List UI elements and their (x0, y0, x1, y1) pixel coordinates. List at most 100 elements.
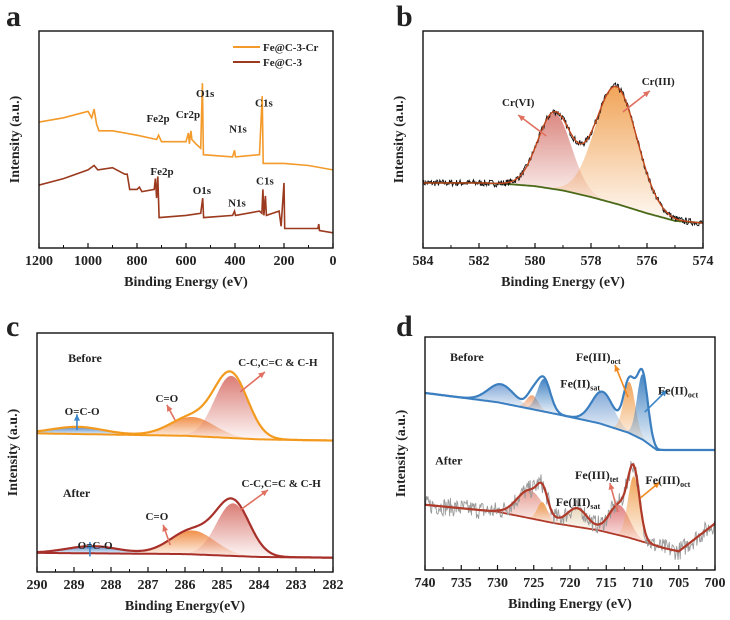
annotation-label: C-C,C=C & C-H (242, 478, 322, 490)
annotation-label: C=O (155, 393, 178, 405)
annotation-text: Fe(III) (645, 473, 680, 487)
annotation-subscript: oct (611, 357, 622, 366)
annotation-text: Cr(VI) (502, 97, 535, 109)
raw-data-line (423, 81, 703, 227)
arrow-head-icon (162, 524, 169, 532)
annotation-label: C=O (145, 511, 168, 523)
annotation-text: O=C-O (65, 406, 100, 418)
annotation-label: Fe2p (146, 113, 169, 125)
arrow-head-icon (642, 90, 650, 98)
annotation-text: C1s (256, 176, 274, 188)
x-tick-label: 705 (668, 576, 689, 591)
annotation-label: C1s (255, 98, 273, 110)
envelope-line (37, 370, 333, 442)
component-peak (613, 476, 655, 546)
arrow-head-icon (608, 483, 615, 490)
series-line-Fe@C-3 (39, 164, 333, 234)
annotation-label: O1s (196, 88, 215, 100)
curve-label: Before (450, 350, 484, 364)
annotation-text: Cr(III) (642, 76, 675, 88)
annotation-text: Fe2p (146, 113, 169, 125)
raw-data-line (425, 460, 715, 560)
envelope-line (425, 367, 715, 452)
arrow-head-icon (518, 114, 526, 122)
annotation-text: Fe(III) (556, 495, 591, 509)
arrow-head-icon (660, 389, 668, 397)
x-axis-label: Binding Energy (eV) (124, 275, 248, 290)
plot-area (423, 81, 703, 227)
annotation-label: Fe(III)oct (645, 473, 690, 489)
panel-letter: d (396, 310, 413, 343)
annotation-label: O1s (193, 185, 212, 197)
annotation-text: Fe(III) (575, 468, 610, 482)
annotation-text: Cr2p (176, 109, 200, 121)
x-tick-label: 282 (323, 578, 344, 593)
annotation-label: Fe(III)tet (575, 468, 619, 484)
annotation-text: O1s (196, 88, 215, 100)
y-axis-label: Intensity (a.u.) (8, 95, 23, 183)
component-peak (623, 374, 662, 450)
annotation-label: O=C-O (65, 406, 100, 418)
arrow-head-icon (260, 490, 268, 497)
panel-letter: c (6, 310, 19, 343)
annotation-label: Cr(VI) (502, 97, 535, 109)
x-tick-label: 290 (27, 578, 48, 593)
curve-label: After (435, 453, 463, 467)
curve-label: After (63, 486, 91, 500)
x-tick-label: 720 (560, 576, 581, 591)
panel-c: c Before After C-C,C=C & C-H C=O O=C-O C-C,C=C… (6, 310, 344, 614)
panel-a: a Fe@C-3-Cr Fe@C-3 Fe2p Cr2p O1s N1s C1s Fe2p O1s… (6, 0, 337, 290)
arrow-head-icon (258, 371, 265, 379)
annotation-subscript: tet (610, 475, 619, 484)
arrow-head-icon (86, 542, 93, 549)
x-tick-label: 710 (632, 576, 653, 591)
x-tick-label: 200 (274, 254, 295, 269)
x-tick-label: 730 (487, 576, 508, 591)
x-axis-label: Binding Energy (eV) (501, 275, 625, 290)
annotation-text: C1s (255, 98, 273, 110)
panel-letter: a (6, 0, 21, 33)
x-tick-label: 715 (596, 576, 617, 591)
plot-frame (424, 336, 716, 571)
x-tick-label: 600 (176, 254, 197, 269)
envelope-line (425, 463, 715, 553)
component-peak (172, 375, 291, 440)
annotation-label: N1s (228, 197, 246, 209)
x-tick-label: 284 (249, 578, 270, 593)
plot-area (39, 83, 333, 234)
x-tick-label: 584 (413, 254, 434, 269)
x-tick-label: 400 (225, 254, 246, 269)
annotation-label: Fe(III)sat (556, 495, 601, 511)
x-tick-label: 287 (138, 578, 159, 593)
legend-label: Fe@C-3 (263, 57, 302, 69)
x-tick-label: 283 (286, 578, 307, 593)
x-tick-label: 576 (637, 254, 658, 269)
annotation-label: Cr(III) (642, 76, 675, 88)
x-tick-label: 740 (415, 576, 436, 591)
plot-area (425, 367, 715, 560)
x-tick-label: 288 (101, 578, 122, 593)
arrow-head-icon (653, 481, 660, 489)
x-tick-label: 0 (330, 254, 337, 269)
x-axis-label: Binding Energy (eV) (508, 597, 632, 612)
x-tick-label: 582 (469, 254, 490, 269)
annotation-label: Fe2p (150, 166, 173, 178)
annotation-text: C-C,C=C & C-H (238, 357, 318, 369)
baseline-line (425, 391, 715, 451)
annotation-label: C-C,C=C & C-H (238, 357, 318, 369)
annotation-label: Cr2p (176, 109, 200, 121)
annotation-text: O1s (193, 185, 212, 197)
x-tick-label: 580 (525, 254, 546, 269)
legend-label: Fe@C-3-Cr (263, 42, 319, 54)
x-tick-label: 289 (64, 578, 85, 593)
annotation-text: Fe(II) (560, 377, 590, 391)
x-tick-label: 574 (693, 254, 714, 269)
arrow-head-icon (73, 414, 81, 421)
plot-area (37, 370, 333, 559)
annotation-label: O=C-O (78, 540, 113, 552)
envelope-line (37, 497, 333, 559)
annotation-subscript: sat (590, 502, 600, 511)
x-tick-label: 725 (523, 576, 544, 591)
component-peak (487, 490, 573, 527)
y-axis-label: Intensity (a.u.) (392, 95, 407, 183)
